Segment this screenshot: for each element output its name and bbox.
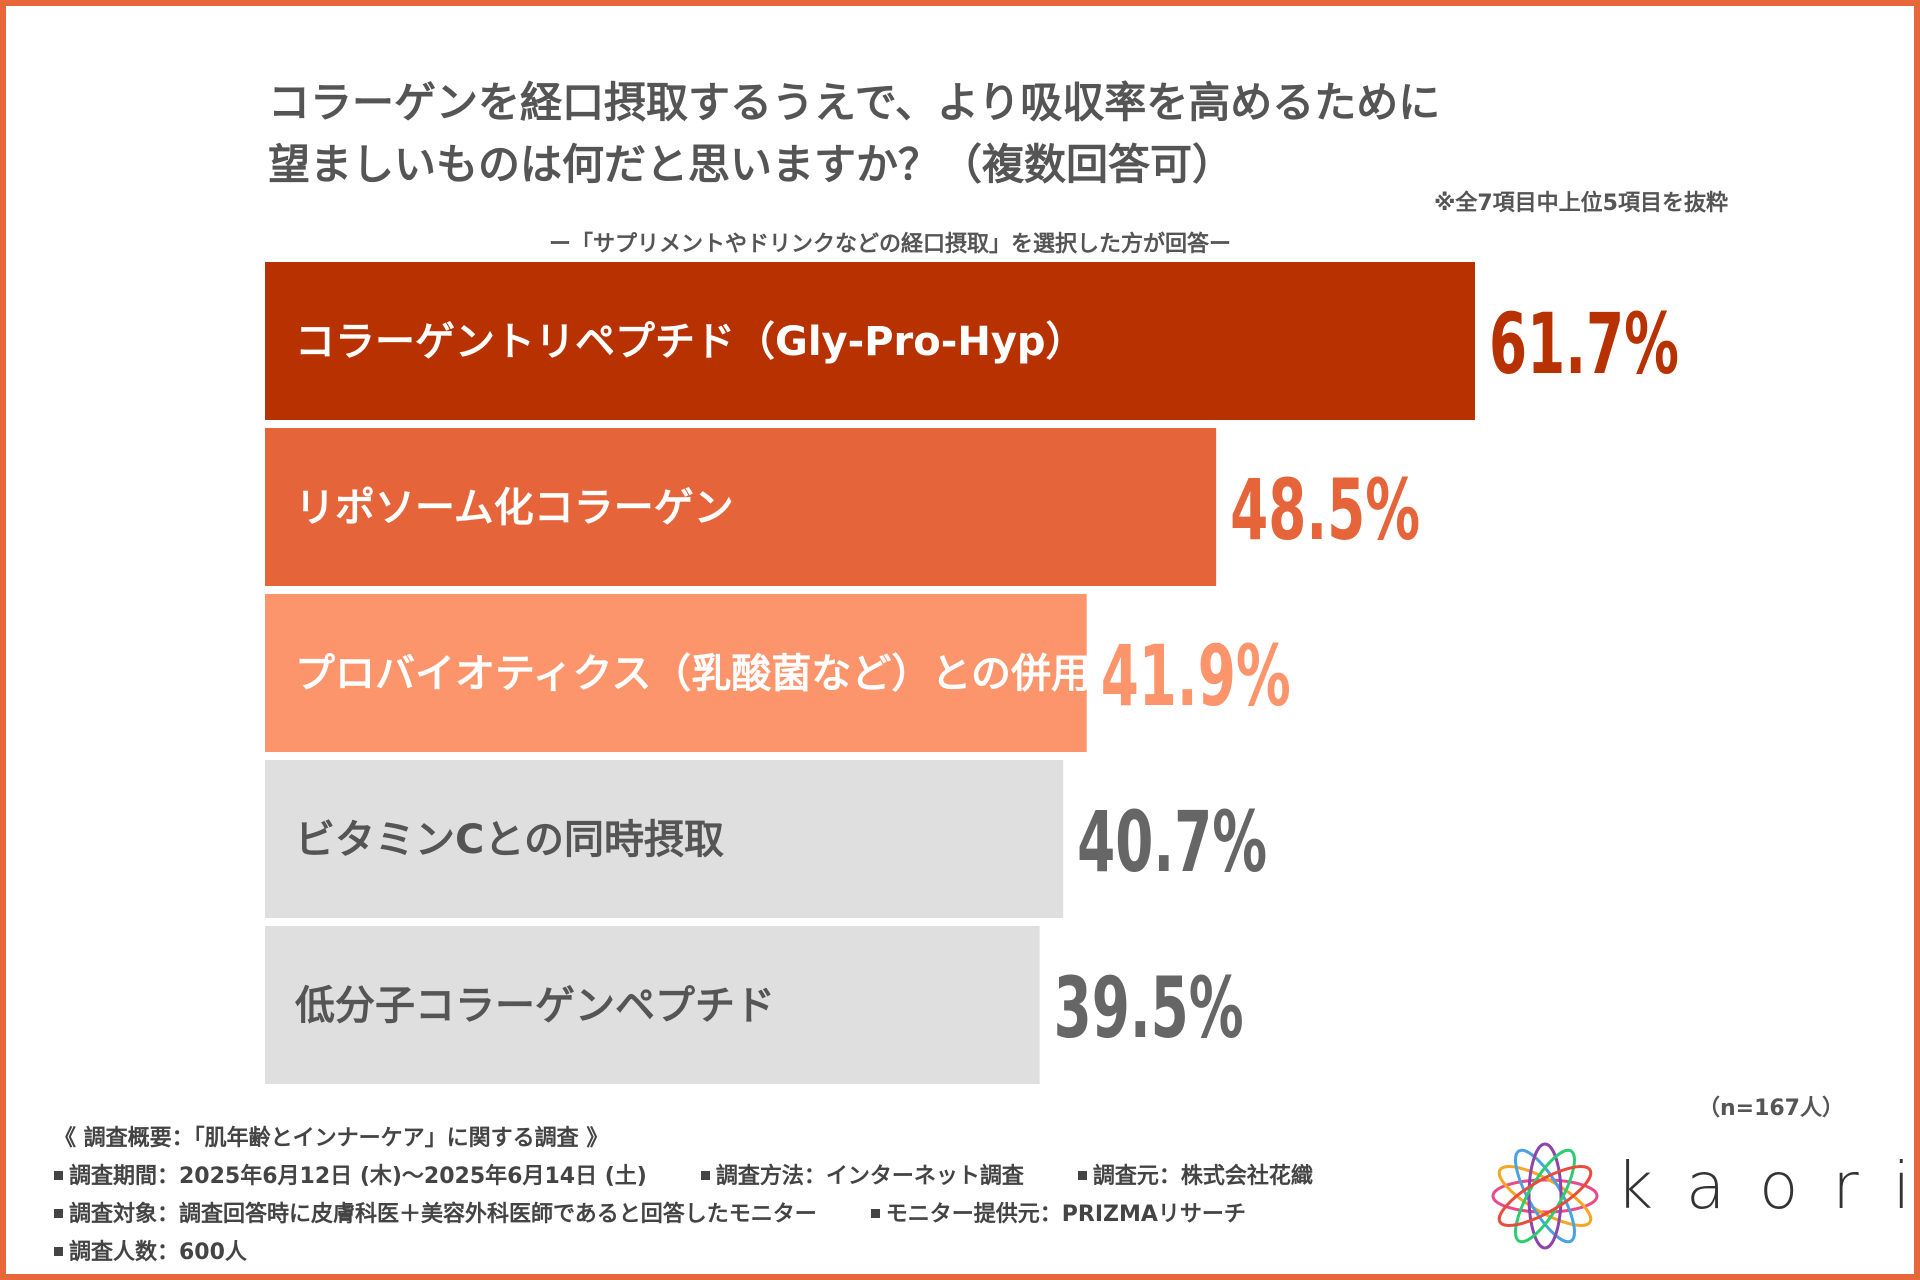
kaori-logo: kaori — [1480, 1136, 1910, 1256]
bullet-square-icon — [870, 1209, 880, 1218]
survey-method: 調査方法：インターネット調査 — [715, 1164, 1024, 1189]
chart-title-line-2: 望ましいものは何だと思いますか？（複数回答可） — [268, 140, 1235, 189]
value-label-2: 48.5% — [1230, 461, 1420, 559]
bar-label-5: 低分子コラーゲンペプチド — [295, 983, 775, 1029]
chart-subtitle: ー「サプリメントやドリンクなどの経口摂取」を選択した方が回答ー — [549, 232, 1232, 257]
chart-title-line-1: コラーゲンを経口摂取するうえで、より吸収率を高めるために — [268, 78, 1441, 127]
bar-2 — [265, 428, 1217, 586]
bar-4 — [265, 760, 1064, 918]
bullet-square-icon — [54, 1171, 63, 1180]
bullet-square-icon — [54, 1247, 63, 1256]
bar-1 — [265, 262, 1475, 420]
survey-target: 調査対象：調査回答時に皮膚科医＋美容外科医師であると回答したモニター — [69, 1202, 817, 1227]
survey-source: 調査元：株式会社花織 — [1092, 1164, 1313, 1189]
bar-label-2: リポソーム化コラーゲン — [295, 485, 734, 531]
logo-text: kaori — [1616, 1150, 1920, 1224]
bar-3 — [265, 594, 1087, 752]
bar-5 — [265, 926, 1040, 1084]
bullet-square-icon — [700, 1171, 710, 1180]
survey-heading: 《 調査概要：「肌年齢とインナーケア」に関する調査 》 — [54, 1126, 609, 1151]
value-label-5: 39.5% — [1054, 959, 1244, 1057]
value-label-3: 41.9% — [1101, 627, 1291, 725]
chart-title: コラーゲンを経口摂取するうえで、より吸収率を高めるために 望ましいものは何だと思… — [268, 72, 1440, 196]
bullet-square-icon — [54, 1209, 63, 1218]
survey-summary: 《 調査概要：「肌年齢とインナーケア」に関する調査 》 調査期間：2025年6月… — [54, 1120, 1367, 1272]
bar-label-3: プロバイオティクス（乳酸菌など）との併用 — [295, 651, 1091, 697]
survey-period: 調査期間：2025年6月12日 (木)～2025年6月14日 (土) — [69, 1164, 647, 1189]
flower-logo-icon — [1491, 1142, 1599, 1250]
selection-note: ※全7項目中上位5項目を抜粋 — [1433, 191, 1728, 216]
sample-size: （n=167人） — [1697, 1096, 1844, 1121]
bullet-square-icon — [1077, 1171, 1087, 1180]
survey-count: 調査人数：600人 — [69, 1240, 247, 1265]
value-label-4: 40.7% — [1077, 793, 1267, 891]
value-label-1: 61.7% — [1489, 295, 1679, 393]
bar-label-1: コラーゲントリペプチド（Gly-Pro-Hyp） — [295, 319, 1086, 365]
survey-provider: モニター提供元：PRIZMAリサーチ — [885, 1202, 1246, 1227]
bar-label-4: ビタミンCとの同時摂取 — [295, 817, 724, 863]
